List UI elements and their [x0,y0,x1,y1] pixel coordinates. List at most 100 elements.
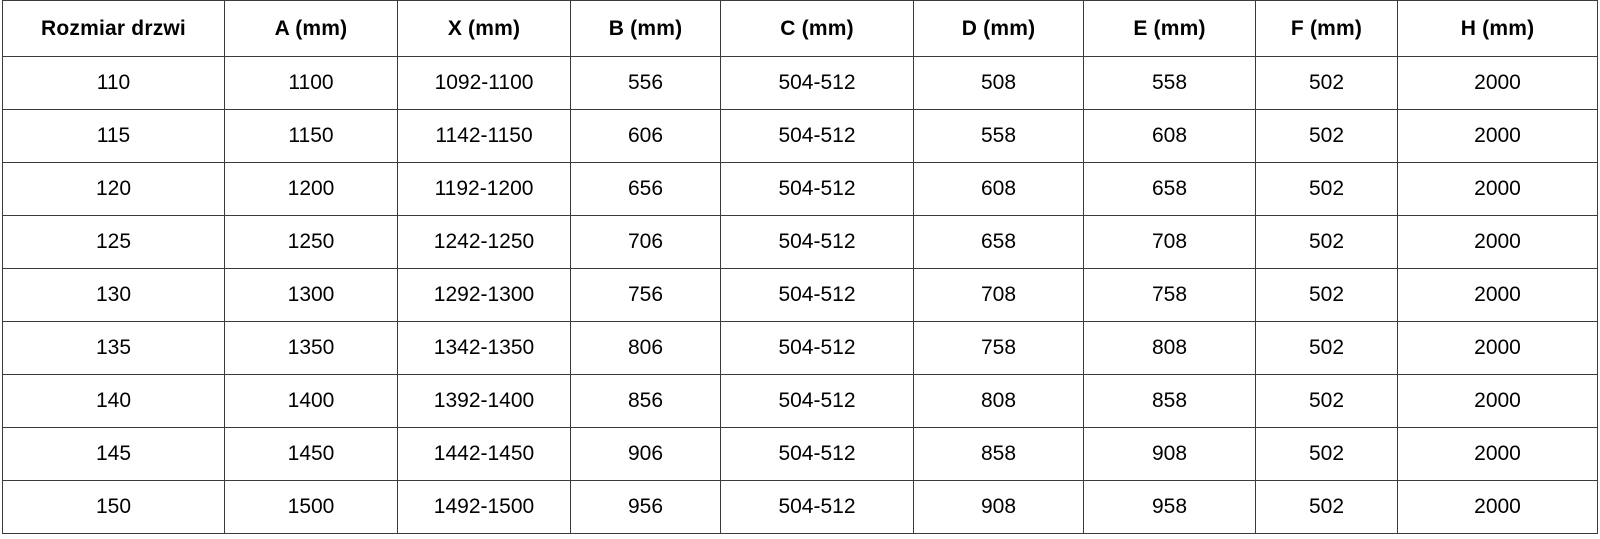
table-cell: 658 [913,215,1084,269]
cell-door-size: 145 [2,427,225,481]
table-cell: 756 [570,268,721,322]
table-cell: 1350 [224,321,398,375]
table-cell: 606 [570,109,721,163]
table-cell: 558 [1083,56,1256,110]
table-cell: 1092-1100 [397,56,571,110]
table-cell: 608 [1083,109,1256,163]
table-cell: 1292-1300 [397,268,571,322]
table-cell: 956 [570,480,721,534]
table-row: 130 1300 1292-1300 756 504-512 708 758 502 2000 [2,268,1598,322]
table-cell: 502 [1255,215,1398,269]
table-cell: 508 [913,56,1084,110]
table-cell: 1242-1250 [397,215,571,269]
table-cell: 502 [1255,374,1398,428]
table-cell: 656 [570,162,721,216]
cell-door-size: 125 [2,215,225,269]
table-cell: 708 [1083,215,1256,269]
table-body: 110 1100 1092-1100 556 504-512 508 558 502 2000 1… [2,56,1598,534]
table-cell: 2000 [1397,109,1598,163]
table-row: 110 1100 1092-1100 556 504-512 508 558 502 2000 [2,56,1598,110]
cell-door-size: 120 [2,162,225,216]
table-cell: 502 [1255,162,1398,216]
table-cell: 504-512 [720,56,914,110]
table-cell: 808 [913,374,1084,428]
table-cell: 608 [913,162,1084,216]
table-cell: 806 [570,321,721,375]
table-cell: 502 [1255,109,1398,163]
column-header-a: A (mm) [224,0,398,57]
table-cell: 758 [913,321,1084,375]
column-header-b: B (mm) [570,0,721,57]
table-cell: 958 [1083,480,1256,534]
table-cell: 504-512 [720,268,914,322]
table-cell: 1300 [224,268,398,322]
table-cell: 556 [570,56,721,110]
table-row: 150 1500 1492-1500 956 504-512 908 958 502 2000 [2,480,1598,534]
table-cell: 858 [1083,374,1256,428]
table-cell: 1142-1150 [397,109,571,163]
table-cell: 808 [1083,321,1256,375]
table-cell: 2000 [1397,480,1598,534]
table-cell: 1500 [224,480,398,534]
table-cell: 502 [1255,56,1398,110]
table-cell: 1342-1350 [397,321,571,375]
table-cell: 2000 [1397,374,1598,428]
column-header-f: F (mm) [1255,0,1398,57]
table-header: Rozmiar drzwi A (mm) X (mm) B (mm) C (mm… [2,0,1598,57]
table-cell: 502 [1255,268,1398,322]
cell-door-size: 130 [2,268,225,322]
table-cell: 1450 [224,427,398,481]
table-cell: 502 [1255,480,1398,534]
table-row: 125 1250 1242-1250 706 504-512 658 708 502 2000 [2,215,1598,269]
table-cell: 502 [1255,321,1398,375]
table-row: 145 1450 1442-1450 906 504-512 858 908 502 2000 [2,427,1598,481]
column-header-x: X (mm) [397,0,571,57]
column-header-h: H (mm) [1397,0,1598,57]
table-cell: 2000 [1397,321,1598,375]
table-cell: 2000 [1397,427,1598,481]
cell-door-size: 140 [2,374,225,428]
table-row: 135 1350 1342-1350 806 504-512 758 808 502 2000 [2,321,1598,375]
table-cell: 758 [1083,268,1256,322]
table-cell: 2000 [1397,162,1598,216]
table-cell: 1250 [224,215,398,269]
table-cell: 558 [913,109,1084,163]
table-cell: 708 [913,268,1084,322]
table-cell: 504-512 [720,162,914,216]
table-cell: 2000 [1397,268,1598,322]
table-cell: 1192-1200 [397,162,571,216]
table-row: 115 1150 1142-1150 606 504-512 558 608 502 2000 [2,109,1598,163]
table-cell: 856 [570,374,721,428]
table-cell: 906 [570,427,721,481]
table-row: 120 1200 1192-1200 656 504-512 608 658 502 2000 [2,162,1598,216]
column-header-c: C (mm) [720,0,914,57]
column-header-d: D (mm) [913,0,1084,57]
table-cell: 504-512 [720,321,914,375]
table-cell: 1442-1450 [397,427,571,481]
table-cell: 2000 [1397,215,1598,269]
table-cell: 504-512 [720,374,914,428]
cell-door-size: 135 [2,321,225,375]
cell-door-size: 110 [2,56,225,110]
table-cell: 502 [1255,427,1398,481]
cell-door-size: 150 [2,480,225,534]
table-cell: 504-512 [720,427,914,481]
table-cell: 504-512 [720,109,914,163]
table-cell: 858 [913,427,1084,481]
column-header-rozmiar-drzwi: Rozmiar drzwi [2,0,225,57]
table-cell: 908 [913,480,1084,534]
table-cell: 504-512 [720,215,914,269]
table-cell: 658 [1083,162,1256,216]
column-header-e: E (mm) [1083,0,1256,57]
table-cell: 1400 [224,374,398,428]
table-cell: 1200 [224,162,398,216]
cell-door-size: 115 [2,109,225,163]
table-cell: 2000 [1397,56,1598,110]
table-cell: 706 [570,215,721,269]
table-cell: 1150 [224,109,398,163]
table-cell: 1492-1500 [397,480,571,534]
table-cell: 504-512 [720,480,914,534]
table-row: 140 1400 1392-1400 856 504-512 808 858 502 2000 [2,374,1598,428]
table-cell: 908 [1083,427,1256,481]
